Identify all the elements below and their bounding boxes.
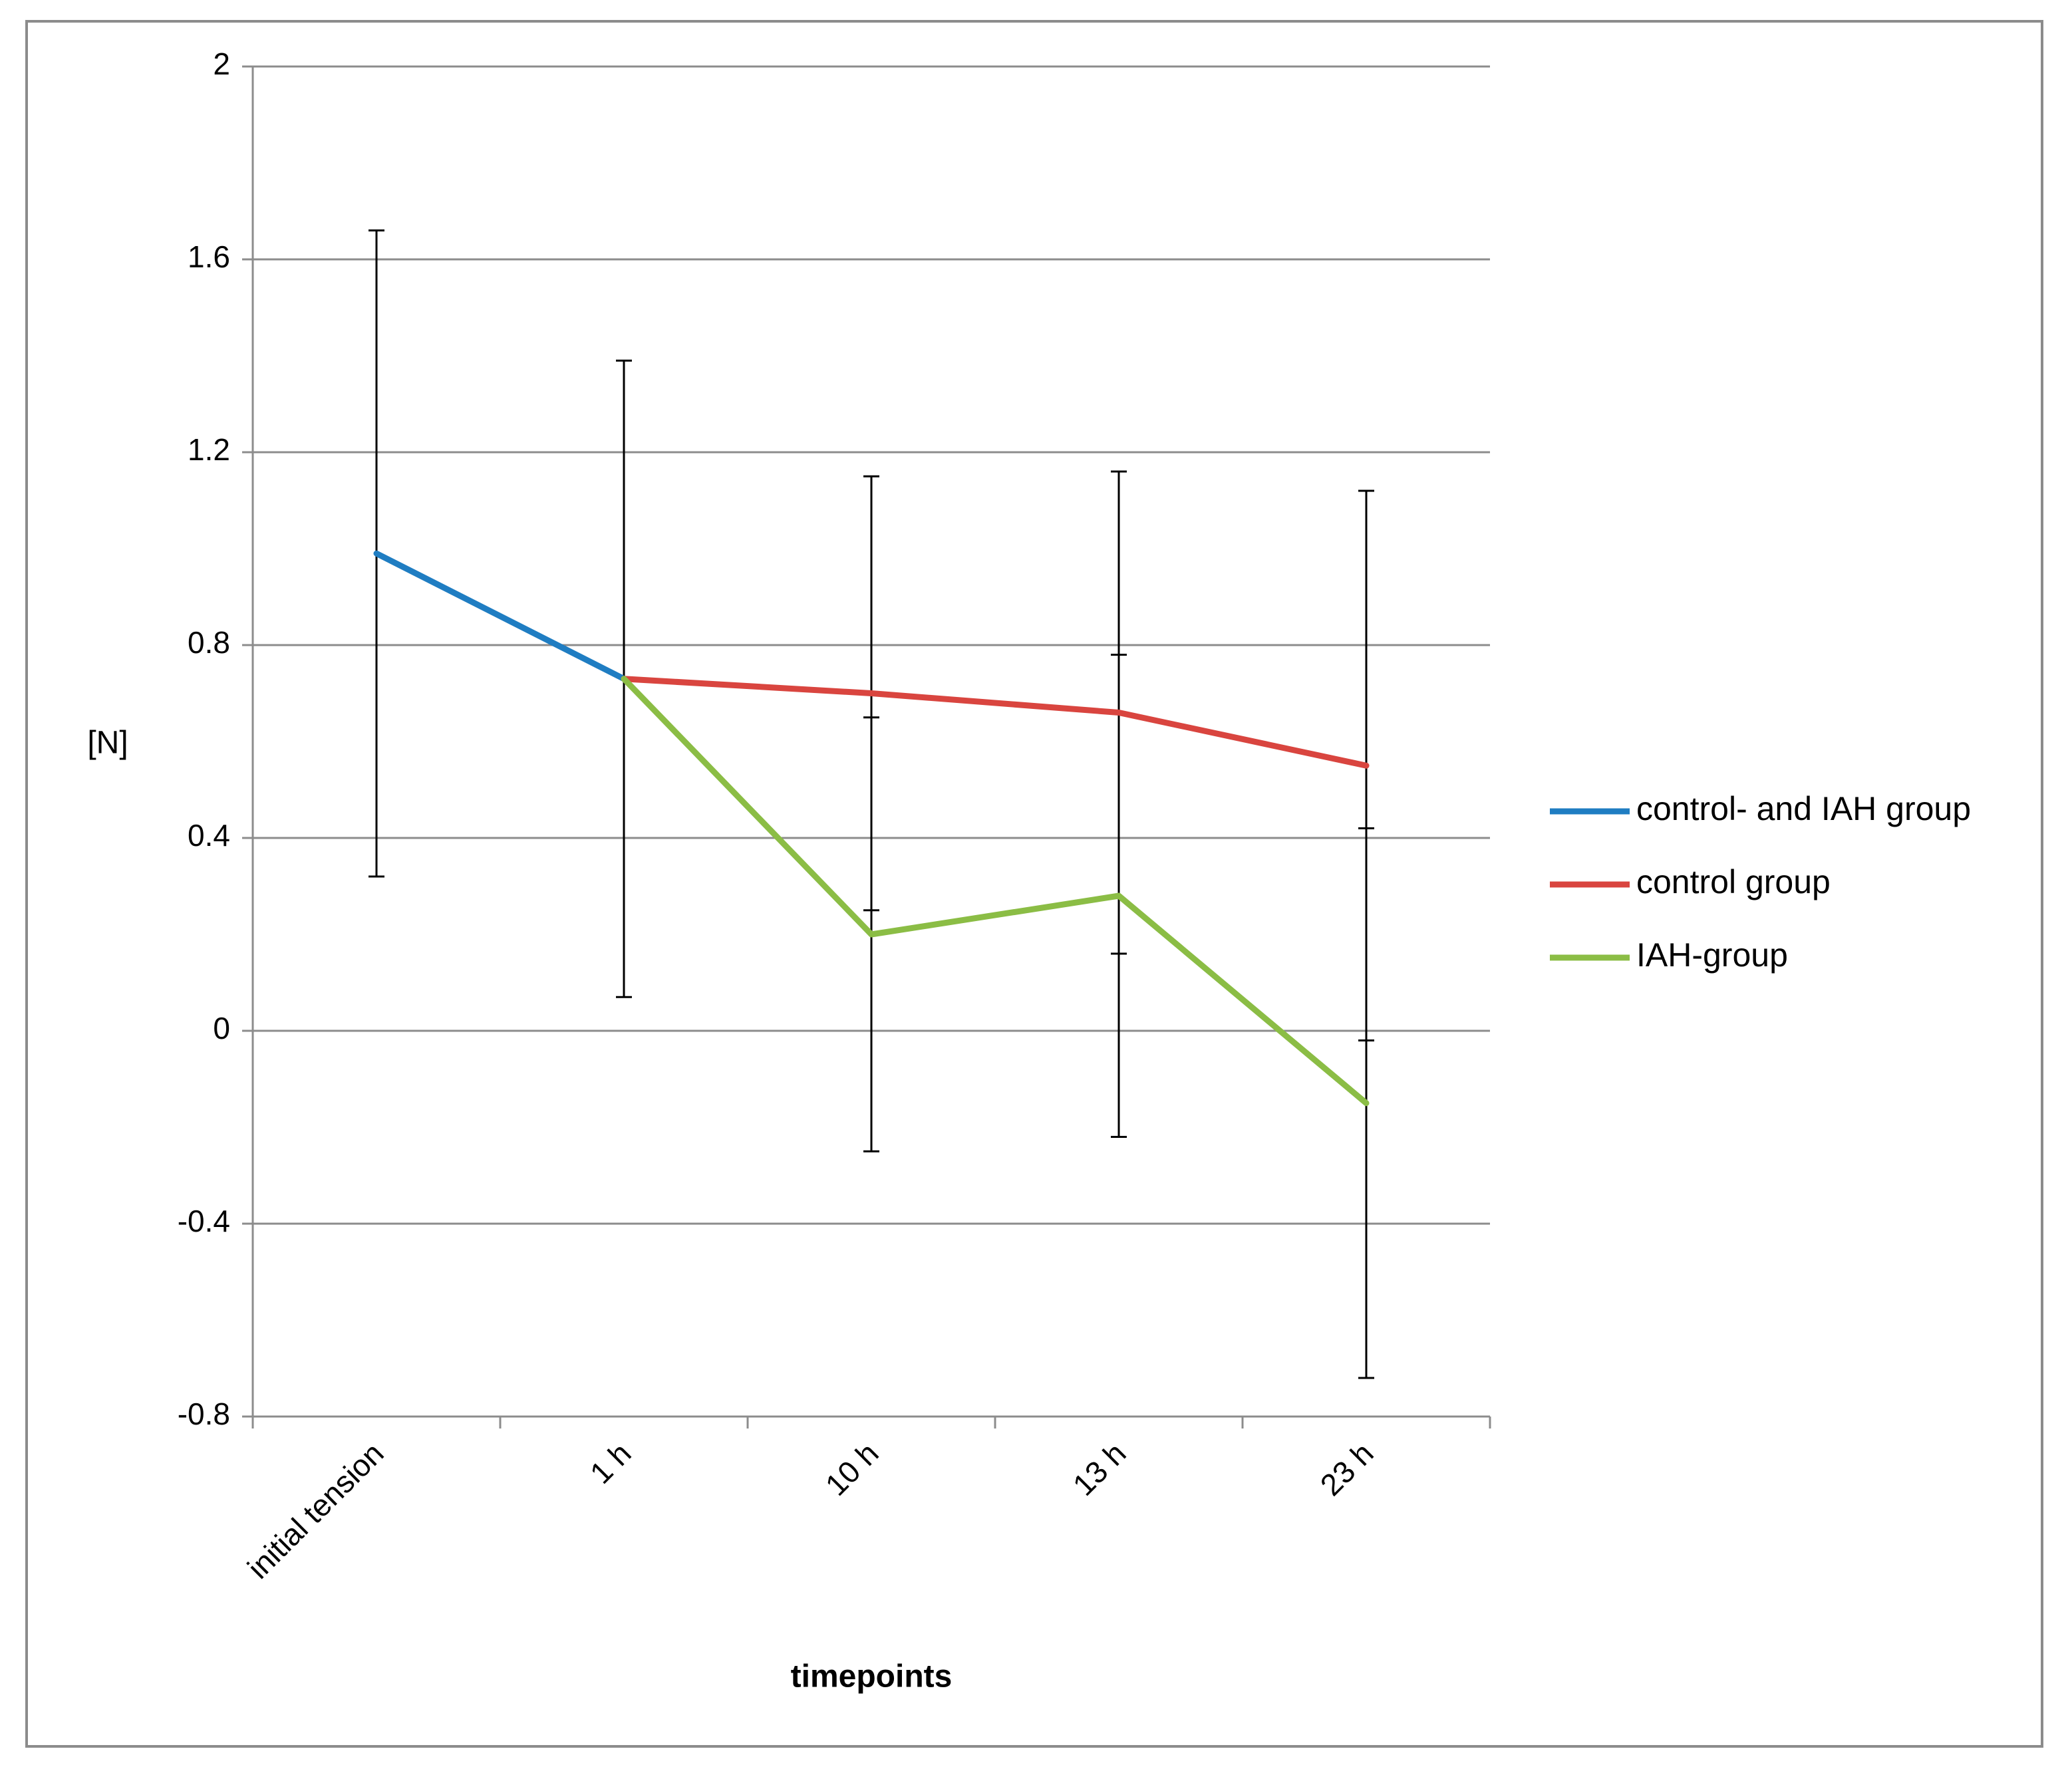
y-tick-label: -0.8: [178, 1397, 230, 1431]
axes: [242, 65, 1491, 1428]
y-tick-label: 0.4: [188, 818, 230, 853]
error-bars: [369, 229, 1374, 1379]
series-lines: [373, 550, 1370, 1107]
y-tick-label: 2: [213, 47, 230, 81]
x-tick-label: 10 h: [819, 1436, 885, 1502]
y-tick-labels: -0.8 -0.4 0 0.4 0.8 1.2 1.6 2: [178, 47, 230, 1431]
series-line-1: [621, 676, 1370, 769]
y-tick-label: 1.2: [188, 432, 230, 467]
x-tick-label: 1 h: [583, 1436, 638, 1490]
x-tick-labels: initial tension 1 h 10 h 13 h 23 h: [241, 1436, 1380, 1585]
series-line-0: [373, 550, 627, 682]
chart-frame: [25, 20, 2043, 1748]
legend-label-1: control group: [1636, 863, 1831, 900]
x-tick-label: 23 h: [1314, 1436, 1380, 1502]
y-tick-label: 0: [213, 1011, 230, 1045]
y-tick-label: 0.8: [188, 625, 230, 660]
y-tick-label: 1.6: [188, 239, 230, 274]
x-tick-label: 13 h: [1066, 1436, 1133, 1502]
legend-label-0: control- and IAH group: [1636, 790, 1971, 827]
x-axis-label: timepoints: [791, 1659, 953, 1695]
legend: control- and IAH group control group IAH-g…: [1550, 790, 1971, 974]
y-tick-label: -0.4: [178, 1204, 230, 1238]
y-axis-label: [N]: [87, 726, 128, 761]
x-tick-label: initial tension: [241, 1436, 390, 1585]
legend-label-2: IAH-group: [1636, 936, 1788, 974]
series-line-2: [621, 676, 1370, 1107]
